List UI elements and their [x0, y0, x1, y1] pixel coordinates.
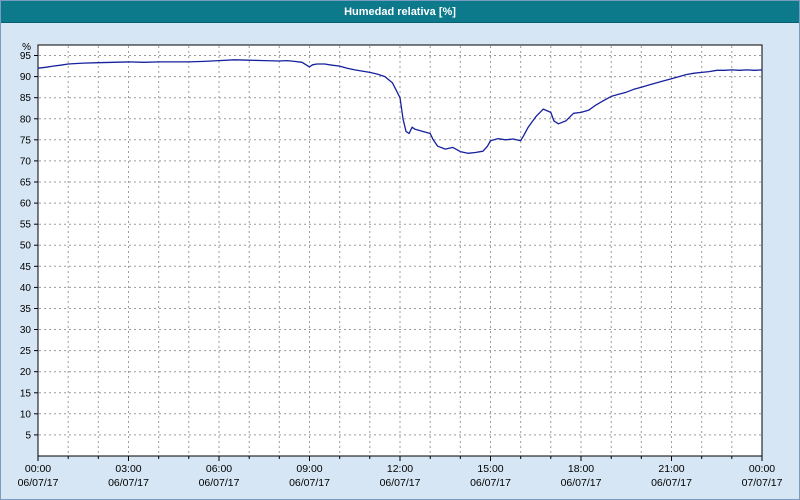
x-tick-date: 06/07/17 [289, 477, 330, 489]
chart-title: Humedad relativa [%] [344, 5, 456, 18]
x-tick-time: 18:00 [568, 463, 594, 475]
axis-ticks [34, 55, 763, 461]
svg-text:20: 20 [20, 367, 32, 378]
svg-text:75: 75 [20, 135, 32, 146]
x-tick-time: 21:00 [658, 463, 684, 475]
svg-text:40: 40 [20, 283, 32, 294]
x-tick-date: 06/07/17 [651, 477, 692, 489]
svg-text:80: 80 [20, 114, 32, 125]
svg-text:50: 50 [20, 241, 32, 252]
svg-text:30: 30 [20, 325, 32, 336]
humidity-series-line [37, 59, 763, 154]
chart-area: 5 10 15 20 25 30 35 40 45 50 55 60 65 70 75 80 85 90 95% 00… [1, 23, 799, 499]
y-axis-unit-label: % [22, 42, 31, 53]
x-tick-time: 00:00 [749, 463, 775, 475]
svg-text:35: 35 [20, 304, 32, 315]
svg-text:45: 45 [20, 262, 32, 273]
svg-text:5: 5 [25, 430, 31, 441]
humidity-line-chart: 5 10 15 20 25 30 35 40 45 50 55 60 65 70 75 80 85 90 95% 00… [18, 42, 783, 489]
x-tick-time: 03:00 [115, 463, 141, 475]
svg-text:25: 25 [20, 346, 32, 357]
title-bar: Humedad relativa [%] [1, 1, 799, 23]
x-tick-date: 06/07/17 [199, 477, 240, 489]
y-axis-labels: 5 10 15 20 25 30 35 40 45 50 55 60 65 70 75 80 85 90 95 [20, 51, 32, 441]
svg-text:90: 90 [20, 72, 32, 83]
x-axis-labels: 00:00 06/07/17 03:00 06/07/17 06:00 06/07/17 0… [18, 463, 783, 489]
x-tick-date: 07/07/17 [742, 477, 783, 489]
x-tick-time: 00:00 [25, 463, 51, 475]
x-tick-date: 06/07/17 [561, 477, 602, 489]
svg-text:70: 70 [20, 156, 32, 167]
x-tick-date: 06/07/17 [380, 477, 421, 489]
svg-text:55: 55 [20, 220, 32, 231]
gridlines [39, 46, 761, 455]
x-tick-time: 15:00 [477, 463, 503, 475]
x-tick-date: 06/07/17 [108, 477, 149, 489]
x-tick-date: 06/07/17 [470, 477, 511, 489]
svg-text:60: 60 [20, 199, 32, 210]
svg-text:95: 95 [20, 51, 32, 62]
x-tick-time: 09:00 [296, 463, 322, 475]
x-tick-date: 06/07/17 [18, 477, 59, 489]
svg-text:15: 15 [20, 388, 32, 399]
x-tick-time: 06:00 [206, 463, 232, 475]
svg-text:10: 10 [20, 409, 32, 420]
svg-text:85: 85 [20, 93, 32, 104]
svg-text:65: 65 [20, 178, 32, 189]
x-tick-time: 12:00 [387, 463, 413, 475]
